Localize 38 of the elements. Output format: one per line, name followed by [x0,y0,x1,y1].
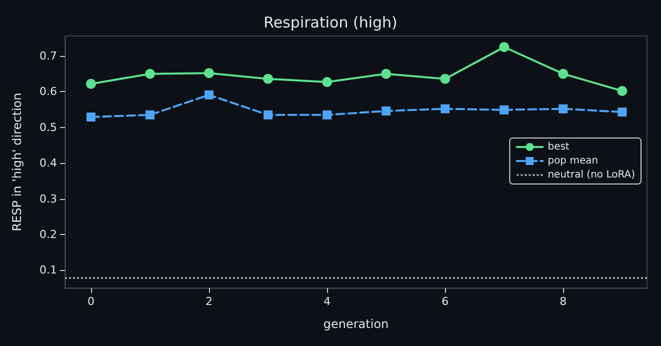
point [440,104,450,114]
point [86,112,96,122]
point [322,110,332,120]
y-tick-label: 0.6 [40,85,57,98]
point [322,77,332,88]
y-axis-title: RESP in 'high' direction [10,92,24,232]
y-tick-label: 0.1 [40,264,57,277]
x-axis-title: generation [323,317,389,331]
point [264,110,273,120]
y-tick-label: 0.4 [40,156,57,170]
point [263,74,274,84]
point [204,68,214,78]
point [146,110,154,120]
x-tick-label: 6 [442,295,449,308]
legend-label: neutral (no LoRA) [548,170,636,180]
x-tick-label: 4 [324,295,331,308]
x-tick-label: 0 [87,295,94,308]
point [145,68,155,79]
point [381,68,392,79]
point [617,86,628,96]
point [382,106,391,116]
x-tick-label: 2 [206,295,213,308]
point [86,78,96,89]
point [204,90,214,100]
y-tick-label: 0.5 [40,120,57,134]
chart-title: Respiration (high) [264,14,398,32]
point [558,104,568,114]
point [440,74,450,84]
point [499,42,510,52]
x-tick-label: 8 [560,295,567,308]
point [500,105,509,114]
y-tick-label: 0.3 [40,192,57,206]
y-tick-label: 0.2 [40,228,57,241]
point [558,68,568,79]
legend-label: pop mean [548,156,598,166]
point [618,108,627,117]
y-tick-label: 0.7 [40,49,57,62]
legend-label: best [548,142,570,152]
